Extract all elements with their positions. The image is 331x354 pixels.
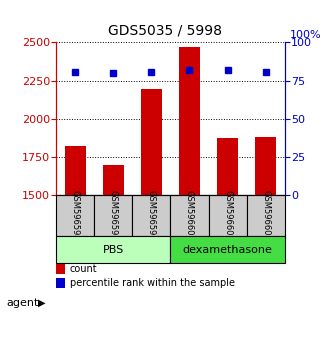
Bar [170,236,285,263]
Text: GSM596602: GSM596602 [261,190,270,241]
Bar [56,195,94,236]
Bar [141,89,162,195]
Bar [56,236,170,263]
Bar [56,264,66,274]
Bar [217,138,238,195]
Bar [94,195,132,236]
Bar [179,47,200,195]
Text: PBS: PBS [103,245,124,255]
Text: 100%: 100% [290,30,322,40]
Text: GSM596594: GSM596594 [71,190,80,241]
Text: percentile rank within the sample: percentile rank within the sample [70,278,235,288]
Text: GSM596596: GSM596596 [147,190,156,241]
Bar [56,278,66,287]
Text: count: count [70,264,98,274]
Bar [103,165,124,195]
Bar [132,195,170,236]
Text: agent: agent [7,298,39,308]
Text: ▶: ▶ [38,298,46,308]
Bar [65,146,86,195]
Bar [170,195,209,236]
Text: GSM596600: GSM596600 [185,190,194,241]
Text: GDS5035 / 5998: GDS5035 / 5998 [109,23,222,37]
Text: GSM596595: GSM596595 [109,190,118,241]
Bar [247,195,285,236]
Text: GSM596601: GSM596601 [223,190,232,241]
Bar [255,137,276,195]
Bar [209,195,247,236]
Text: dexamethasone: dexamethasone [183,245,272,255]
